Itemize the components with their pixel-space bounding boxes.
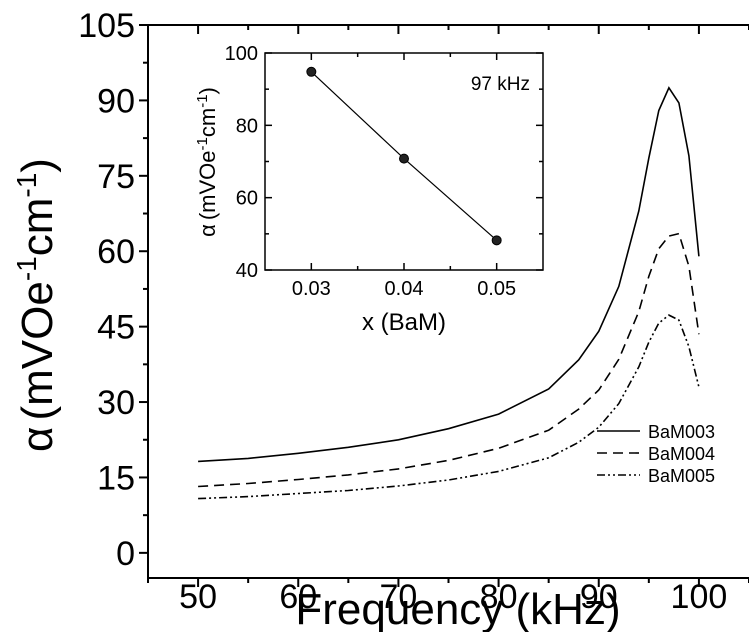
inset-y-tick-label: 60 [236,188,258,210]
y-axis-label-unit: (mVOe [13,281,62,420]
main-plot: 50 60 70 80 90 100 0 15 30 45 60 75 90 105 Frequency (… [11,7,749,632]
y-axis-label-unit: ) [13,158,62,173]
x-axis-label: Frequency (kHz) [295,585,620,632]
y-tick-label: 60 [97,233,135,271]
inset-plot: 0.03 0.04 0.05 40 60 80 100 97 kHz x (BaM) α (mVOe… [194,43,544,336]
inset-y-axis-label-unit: (mVOe [195,150,220,220]
inset-y-axis-label-symbol: α [195,224,220,237]
inset-y-tick-label: 80 [236,115,258,137]
inset-y-axis-label-unit: cm [195,108,220,137]
y-axis-label: α(mVOe-1cm-1) [11,158,62,452]
series-line-bam003 [198,86,700,463]
y-axis-label-sup: -1 [11,173,42,198]
y-axis-label-symbol: α [13,427,62,452]
x-tick-label: 50 [179,578,217,616]
legend-label: BaM003 [648,422,715,442]
inset-y-tick-label: 40 [236,260,258,282]
inset-data-point [306,66,317,77]
inset-y-axis-label-unit: ) [195,87,220,94]
x-tick-label: 100 [671,578,728,616]
y-tick-label: 90 [97,82,135,120]
series-line-bam005 [198,314,700,500]
y-tick-label: 0 [116,535,135,573]
y-tick-label: 45 [97,309,135,347]
legend-label: BaM004 [648,444,715,464]
inset-data-point [399,153,409,164]
y-axis-label-unit: cm [13,198,62,257]
y-axis-label-sup: -1 [11,256,42,281]
x-tick-label: 60 [279,578,317,616]
series-line-bam004 [198,232,700,488]
inset-data-point [491,235,502,246]
x-tick-label: 80 [480,578,518,616]
x-tick-label: 90 [580,578,618,616]
inset-x-tick-label: 0.03 [292,278,331,300]
x-tick-label: 70 [380,578,418,616]
y-tick-label: 105 [78,7,135,45]
inset-y-axis-label-sup: -1 [194,137,211,150]
y-tick-label: 15 [97,459,135,497]
inset-x-tick-label: 0.05 [477,278,516,300]
inset-title: 97 kHz [471,74,530,95]
legend-label: BaM005 [648,466,715,486]
inset-x-tick-label: 0.04 [385,278,424,300]
y-tick-label: 75 [97,158,135,196]
inset-y-axis-label: α(mVOe-1cm-1) [194,87,220,237]
inset-y-tick-label: 100 [225,43,258,65]
inset-x-axis-label: x (BaM) [362,309,446,336]
inset-y-axis-label-sup: -1 [194,94,211,107]
y-tick-label: 30 [97,384,135,422]
